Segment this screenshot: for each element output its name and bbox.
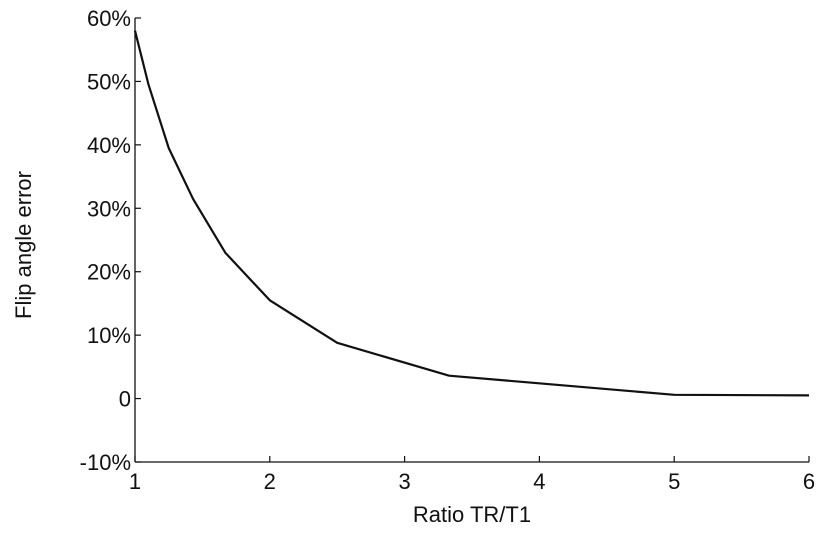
x-tick-label: 2 [264,469,276,494]
x-tick-label: 3 [398,469,410,494]
x-tick-label: 4 [533,469,545,494]
series-line [133,30,810,397]
y-tick-label: 0 [119,387,131,412]
x-tick-label: 1 [129,469,141,494]
tick-marks [134,17,810,463]
x-tick-labels: 1 2 3 4 5 6 [129,469,815,494]
y-tick-label: -10% [80,450,131,475]
y-tick-label: 30% [87,196,131,221]
x-tick-label: 5 [668,469,680,494]
y-tick-label: 40% [87,133,131,158]
x-axis-label: Ratio TR/T1 [413,502,531,527]
y-tick-label: 10% [87,323,131,348]
y-tick-label: 60% [87,6,131,31]
y-tick-label: 20% [87,260,131,285]
series [133,30,810,397]
y-tick-label: 50% [87,69,131,94]
axes [134,18,809,463]
y-axis-label: Flip angle error [11,171,36,319]
x-tick-label: 6 [803,469,815,494]
y-tick-labels: -10% 0 10% 20% 30% 40% 50% 60% [80,6,131,475]
